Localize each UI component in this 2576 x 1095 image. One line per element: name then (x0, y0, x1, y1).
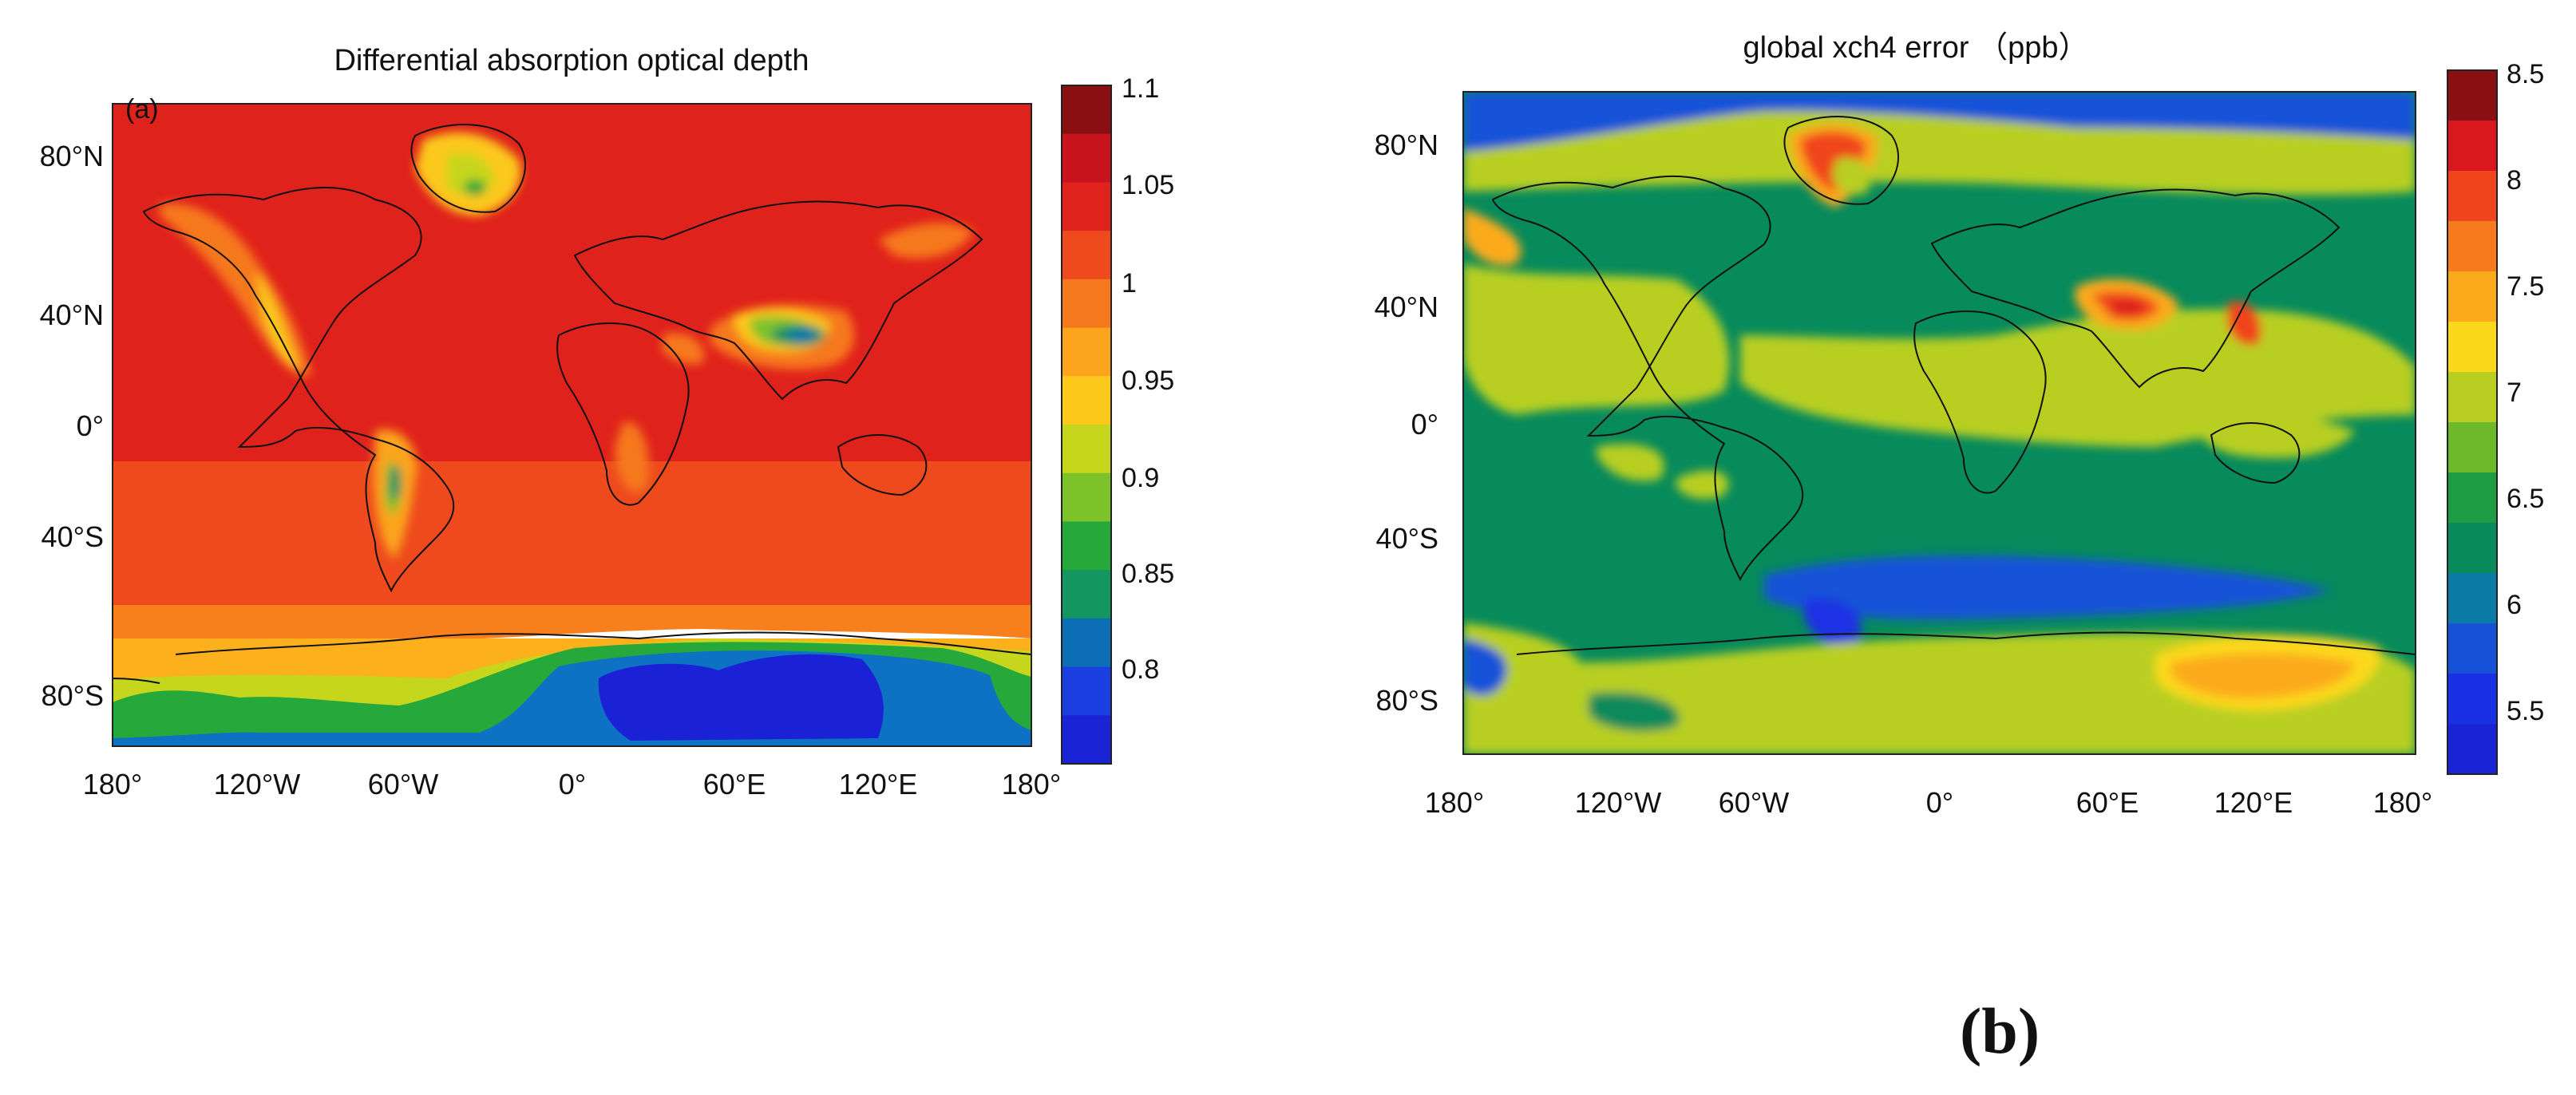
panel-b-x-tick-2: 60°W (1719, 786, 1789, 819)
panel-a-x-tick-5: 120°E (839, 768, 917, 800)
figure-bottom-label: (b) (1960, 994, 2040, 1067)
panel-a-x-tick-3: 0° (559, 768, 586, 800)
panel-b-y-axis: 80°N 40°N 0° 40°S 80°S (1375, 128, 1438, 717)
panel-b-x-tick-0: 180° (1425, 786, 1484, 819)
panel-a-x-axis: 180° 120°W 60°W 0° 60°E 120°E 180° (83, 768, 1061, 800)
panel-a-colorbar-swatch-0 (1062, 85, 1111, 135)
panel-b-cbar-tick-5: 6 (2507, 590, 2522, 620)
panel-a-cbar-tick-2: 1 (1122, 268, 1137, 298)
panel-a-cbar-tick-3: 0.95 (1122, 366, 1174, 396)
panel-b-y-tick-2: 0° (1411, 408, 1438, 441)
panel-b-x-tick-3: 0° (1926, 786, 1953, 819)
panel-b-colorbar-frame (2447, 69, 2498, 775)
panel-a-y-tick-4: 80°S (42, 679, 104, 712)
panel-b-fields (1463, 92, 2416, 754)
panel-a-colorbar-swatch-4 (1062, 279, 1111, 329)
panel-b-y-tick-3: 40°S (1376, 522, 1438, 555)
panel-b-cbar-tick-0: 8.5 (2507, 59, 2544, 89)
panel-b-colorbar-swatch-13 (2447, 724, 2497, 775)
panel-a-y-axis: 80°N 40°N 0° 40°S 80°S (40, 140, 104, 712)
panel-b-colorbar-swatch-4 (2447, 271, 2497, 322)
panel-b-colorbar-swatch-1 (2447, 121, 2497, 172)
panel-b-coastlines (1491, 116, 2416, 655)
panel-b-colorbar-swatches (2447, 70, 2497, 775)
panel-b: global xch4 error （ppb） (1375, 31, 2545, 819)
panel-a-colorbar: 1.1 1.05 1 0.95 0.9 0.85 0.8 (1061, 73, 1174, 765)
panel-a-colorbar-swatch-6 (1062, 376, 1111, 425)
panel-a-band-mid (113, 461, 1031, 605)
panel-a-y-tick-2: 0° (77, 409, 104, 442)
panel-b-colorbar-swatch-12 (2447, 674, 2497, 725)
panel-a-cbar-tick-1: 1.05 (1122, 170, 1174, 200)
panel-a-map-frame (112, 103, 1032, 747)
panel-b-colorbar-swatch-6 (2447, 372, 2497, 423)
panel-b-y-tick-1: 40°N (1375, 291, 1438, 323)
panel-a-colorbar-frame (1061, 85, 1112, 765)
panel-b-colorbar-swatch-7 (2447, 422, 2497, 473)
panel-a-x-tick-4: 60°E (703, 768, 766, 800)
panel-a-x-tick-6: 180° (1002, 768, 1061, 800)
panel-b-colorbar-swatch-5 (2447, 322, 2497, 373)
panel-b-x-tick-1: 120°W (1575, 786, 1661, 819)
panel-b-title: global xch4 error （ppb） (1743, 31, 2089, 65)
panel-b-colorbar-swatch-10 (2447, 573, 2497, 624)
panel-b-map-frame (1462, 91, 2416, 755)
panel-a-colorbar-swatch-13 (1062, 715, 1111, 765)
panel-a-y-tick-1: 40°N (40, 298, 104, 331)
panel-b-colorbar: 8.5 8 7.5 7 6.5 6 5.5 (2447, 59, 2544, 775)
panel-a-title: Differential absorption optical depth (334, 44, 809, 77)
panel-a-colorbar-swatch-8 (1062, 472, 1111, 523)
panel-a-colorbar-swatch-3 (1062, 231, 1111, 280)
panel-b-colorbar-swatch-2 (2447, 171, 2497, 222)
panel-b-cbar-tick-4: 6.5 (2507, 484, 2544, 514)
panel-b-colorbar-swatch-8 (2447, 472, 2497, 524)
panel-a-y-tick-0: 80°N (40, 140, 104, 172)
panel-a-colorbar-swatches (1062, 85, 1111, 765)
panel-a-colorbar-swatch-1 (1062, 133, 1111, 184)
panel-b-colorbar-swatch-11 (2447, 623, 2497, 674)
panel-b-x-tick-6: 180° (2373, 786, 2432, 819)
panel-b-y-tick-0: 80°N (1375, 128, 1438, 161)
panel-b-map (1463, 92, 2416, 754)
panel-a-x-tick-1: 120°W (214, 768, 300, 800)
panel-b-colorbar-swatch-9 (2447, 523, 2497, 574)
panel-b-cbar-tick-6: 5.5 (2507, 696, 2544, 726)
panel-b-cbar-tick-2: 7.5 (2507, 271, 2544, 302)
panel-a-cbar-tick-0: 1.1 (1122, 73, 1159, 104)
panel-b-cbar-tick-1: 8 (2507, 165, 2522, 196)
panel-a-land-anomalies (160, 132, 974, 559)
panel-a-band-south (113, 605, 1031, 648)
panel-b-colorbar-swatch-3 (2447, 221, 2497, 272)
panel-b-y-tick-4: 80°S (1376, 684, 1438, 717)
panel-a-colorbar-swatch-5 (1062, 327, 1111, 377)
panel-a-cbar-tick-4: 0.9 (1122, 463, 1159, 493)
panel-b-colorbar-swatch-0 (2447, 70, 2497, 121)
panel-a-x-tick-0: 180° (83, 768, 142, 800)
panel-a-cbar-tick-6: 0.8 (1122, 654, 1159, 685)
panel-a-coastlines (113, 124, 1031, 684)
panel-b-cbar-tick-3: 7 (2507, 378, 2522, 408)
panel-a-cbar-tick-5: 0.85 (1122, 559, 1174, 589)
panel-a-colorbar-swatch-11 (1062, 618, 1111, 668)
panel-a-colorbar-swatch-2 (1062, 182, 1111, 231)
panel-a-colorbar-swatch-9 (1062, 521, 1111, 571)
panel-a-map (113, 104, 1031, 746)
panel-a-colorbar-swatch-7 (1062, 425, 1111, 474)
panel-b-x-tick-4: 60°E (2076, 786, 2139, 819)
panel-b-x-tick-5: 120°E (2214, 786, 2293, 819)
panel-a-colorbar-swatch-10 (1062, 570, 1111, 619)
panel-a-y-tick-3: 40°S (42, 520, 104, 553)
panel-a-x-tick-2: 60°W (368, 768, 438, 800)
panel-b-x-axis: 180° 120°W 60°W 0° 60°E 120°E 180° (1425, 786, 2432, 819)
panel-a-inset-label: (a) (125, 94, 159, 125)
panel-a: Differential absorption optical depth (40, 44, 1175, 800)
panel-a-colorbar-swatch-12 (1062, 666, 1111, 716)
panel-a-antarctic-blue (598, 654, 884, 741)
